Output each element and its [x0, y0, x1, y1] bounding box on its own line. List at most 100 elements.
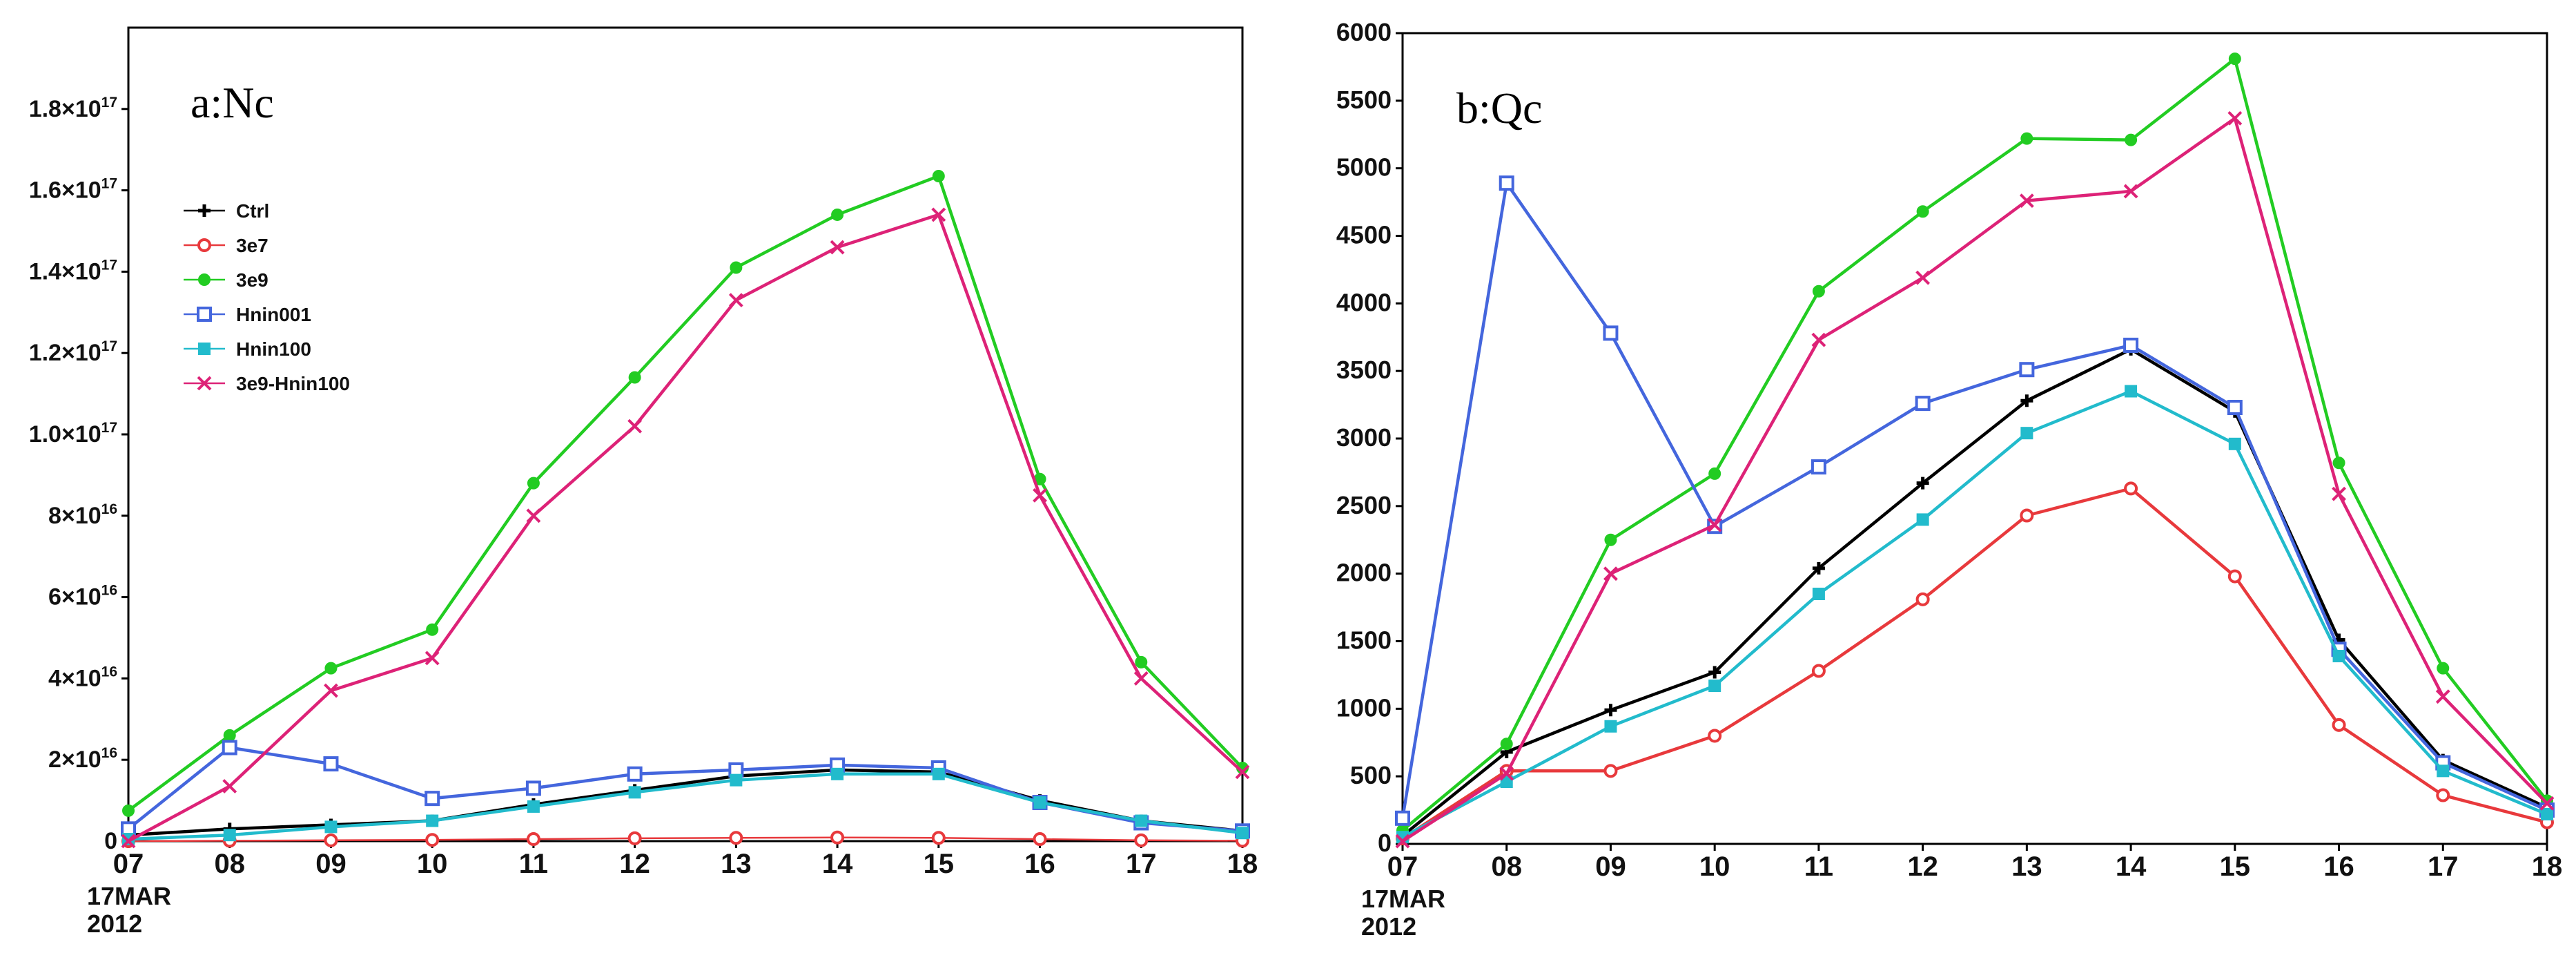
data-point: [425, 651, 440, 666]
data-point: [1708, 467, 1721, 480]
data-point: [2227, 569, 2242, 584]
data-point: [323, 756, 339, 772]
data-point: [1235, 764, 1250, 780]
series-line: [1401, 389, 2548, 839]
x-tick-label: 12: [1907, 851, 1938, 882]
data-point: [1134, 833, 1149, 847]
y-tick-label: 2000: [1336, 559, 1392, 587]
x-tick-label: 10: [1699, 851, 1730, 882]
x-start-label: 2012: [1361, 912, 1416, 941]
data-point: [222, 740, 237, 755]
legend-swatch-marker: [197, 307, 212, 322]
series-3e9-hnin100: [121, 207, 1250, 849]
data-point: [2019, 362, 2035, 378]
data-point: [2019, 193, 2034, 209]
x-tick-label: 17: [2428, 851, 2459, 882]
series-3e9-hnin100: [1395, 110, 2555, 849]
data-point: [527, 800, 540, 813]
data-point: [425, 833, 440, 847]
series-line: [128, 772, 1243, 841]
data-point: [2020, 132, 2033, 145]
data-point: [2332, 718, 2346, 732]
data-point: [831, 208, 844, 221]
series-line: [1401, 487, 2548, 840]
data-point: [1133, 671, 1149, 686]
data-point: [1604, 533, 1617, 546]
data-point: [426, 814, 439, 827]
data-point: [122, 804, 135, 817]
data-point: [2123, 184, 2138, 199]
data-point: [1395, 834, 1410, 849]
data-point: [1135, 814, 1148, 827]
x-tick-label: 13: [721, 849, 752, 879]
data-point: [729, 831, 743, 845]
data-point: [2125, 133, 2138, 146]
x-start-label: 17MAR: [1361, 885, 1445, 913]
data-point: [2228, 437, 2241, 450]
x-start-label: 17MAR: [87, 882, 171, 910]
legend: Ctrl 3e7 3e9 Hnin001 Hnin100 3e9-Hnin100: [184, 200, 350, 394]
data-point: [1915, 396, 1931, 412]
series-line: [128, 836, 1243, 843]
data-point: [628, 371, 641, 384]
data-point: [730, 261, 743, 274]
plot-frame: [127, 26, 1244, 843]
legend-swatch-marker: [198, 343, 211, 355]
x-tick-label: 15: [924, 849, 955, 879]
data-point: [1916, 205, 1929, 218]
data-point: [2020, 508, 2034, 523]
legend-label: Ctrl: [236, 200, 269, 222]
plot-frame: [1401, 32, 2548, 845]
data-point: [2436, 788, 2450, 802]
data-point: [728, 293, 743, 308]
x-start-label: 2012: [87, 909, 142, 938]
data-point: [2437, 764, 2450, 778]
data-point: [2437, 662, 2450, 675]
series-line: [127, 213, 1244, 843]
x-tick-label: 07: [113, 849, 144, 879]
data-point: [2435, 689, 2450, 704]
data-point: [525, 780, 541, 796]
series-line: [1401, 347, 2548, 838]
data-point: [2020, 394, 2033, 407]
data-point: [324, 662, 338, 675]
x-tick-label: 08: [1491, 851, 1522, 882]
x-tick-label: 15: [2220, 851, 2251, 882]
x-tick-label: 09: [315, 849, 347, 879]
data-point: [527, 477, 540, 490]
data-point: [1499, 175, 1514, 191]
y-tick-label: 0: [1378, 829, 1392, 857]
legend-label: 3e7: [236, 235, 269, 256]
data-point: [1811, 332, 1826, 347]
y-tick-label: 0: [104, 828, 117, 854]
data-point: [1033, 832, 1047, 847]
data-point: [2228, 52, 2241, 66]
x-tick-label: 16: [1024, 849, 1055, 879]
y-tick-label: 1.2×1017: [29, 338, 117, 366]
data-point: [426, 623, 439, 636]
y-tick-label: 6×1016: [48, 583, 117, 610]
data-point: [931, 207, 946, 222]
x-tick-label: 09: [1595, 851, 1626, 882]
data-point: [1033, 488, 1047, 503]
series-line: [128, 768, 1243, 837]
data-point: [2020, 427, 2033, 440]
data-point: [627, 418, 643, 434]
y-tick-label: 3500: [1336, 356, 1392, 384]
legend-swatch-marker: [197, 376, 212, 391]
data-point: [223, 829, 236, 842]
panel-title: a:Nc: [191, 78, 274, 127]
x-tick-label: 07: [1387, 851, 1418, 882]
series-hnin100: [122, 767, 1249, 846]
x-tick-label: 11: [1804, 851, 1833, 882]
data-point: [1915, 592, 1930, 606]
data-point: [1135, 655, 1148, 668]
data-point: [2541, 807, 2553, 820]
data-point: [324, 683, 338, 698]
data-point: [1812, 588, 1825, 601]
data-point: [1236, 827, 1249, 840]
data-point: [2227, 110, 2243, 126]
x-tick-label: 11: [519, 849, 548, 879]
data-point: [526, 508, 541, 523]
